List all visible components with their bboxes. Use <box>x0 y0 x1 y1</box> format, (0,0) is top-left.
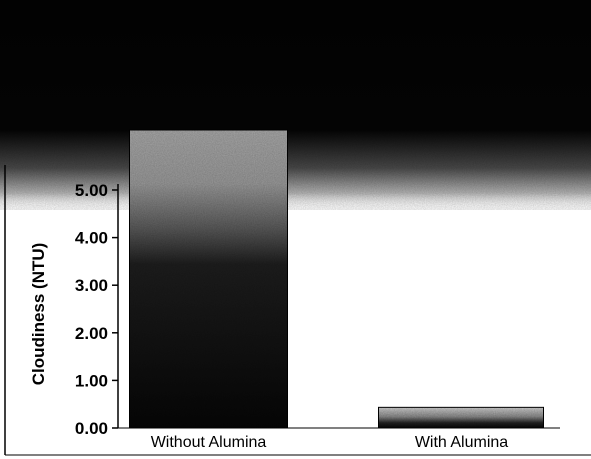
y-axis-label: Cloudiness (NTU) <box>29 243 48 386</box>
bar-texture <box>378 407 544 428</box>
y-tick-label: 1.00 <box>75 371 108 390</box>
y-tick-label: 0.00 <box>75 419 108 438</box>
bar-texture <box>129 130 288 428</box>
x-tick-label: Without Alumina <box>151 434 267 451</box>
x-tick-label: With Alumina <box>415 434 508 451</box>
y-tick-label: 2.00 <box>75 324 108 343</box>
plot-area: 0.00 1.00 2.00 3.00 4.00 5.00 Cloudiness (NTU)… <box>29 129 560 451</box>
y-tick-label: 3.00 <box>75 276 108 295</box>
dark-band <box>0 0 591 210</box>
y-tick-label: 4.00 <box>75 229 108 248</box>
y-tick-label: 5.00 <box>75 181 108 200</box>
